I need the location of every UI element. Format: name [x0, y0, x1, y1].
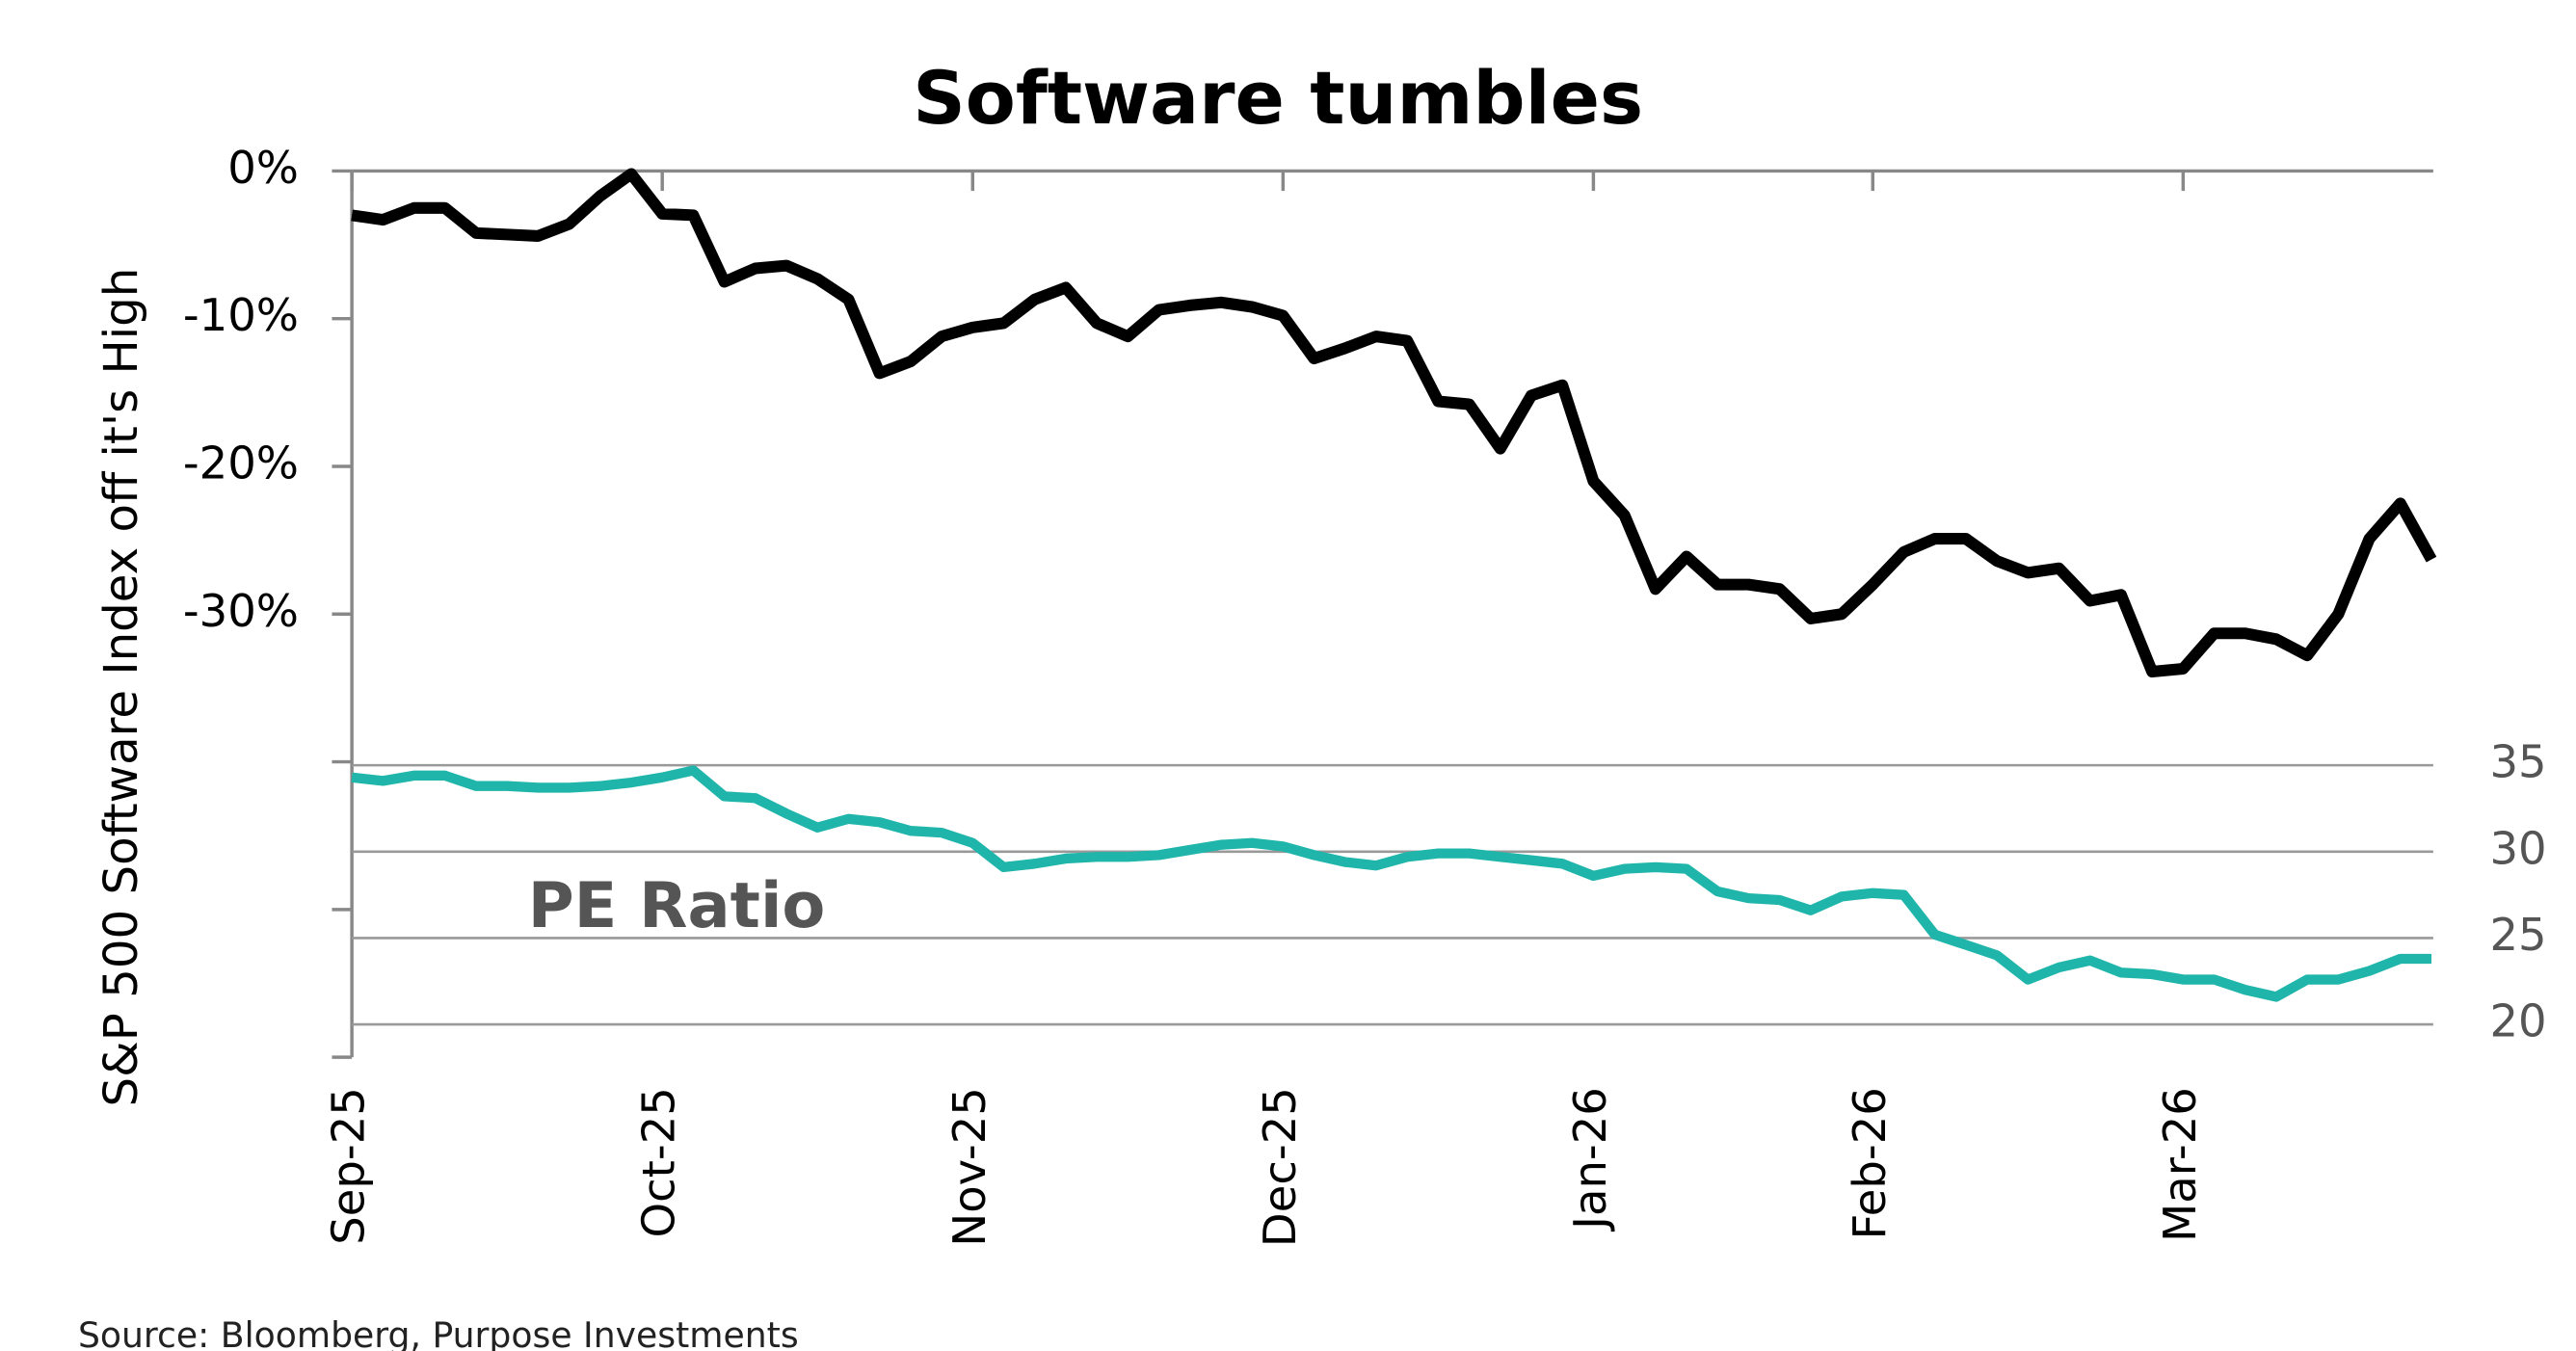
x-tick-label: Oct-25 [633, 1087, 685, 1237]
y2-tick-label: 20 [2489, 995, 2546, 1047]
x-tick-label: Jan-26 [1564, 1087, 1616, 1232]
y2-tick-label: 30 [2489, 822, 2546, 874]
x-tick-label: Dec-25 [1254, 1087, 1306, 1247]
x-tick-label: Mar-26 [2154, 1087, 2206, 1242]
series-line [351, 765, 2431, 1002]
y-tick-label: -10% [183, 289, 299, 341]
x-tick-label: Sep-25 [323, 1087, 375, 1245]
x-tick-label: Feb-26 [1844, 1087, 1896, 1239]
y-tick-label: 0% [227, 142, 299, 194]
series-label: PE Ratio [528, 869, 826, 942]
source: Source: Bloomberg, Purpose Investments [78, 1314, 799, 1351]
y2-tick-label: 25 [2489, 909, 2546, 961]
series-line [351, 168, 2437, 678]
y-tick-label: -30% [183, 585, 299, 637]
y-tick-label: -20% [183, 437, 299, 489]
x-tick-label: Nov-25 [943, 1087, 996, 1246]
y-axis-label: S&P 500 Software Index off it's High [94, 268, 148, 1107]
chart-title: Software tumbles [913, 56, 1643, 141]
y2-tick-label: 35 [2489, 736, 2546, 788]
